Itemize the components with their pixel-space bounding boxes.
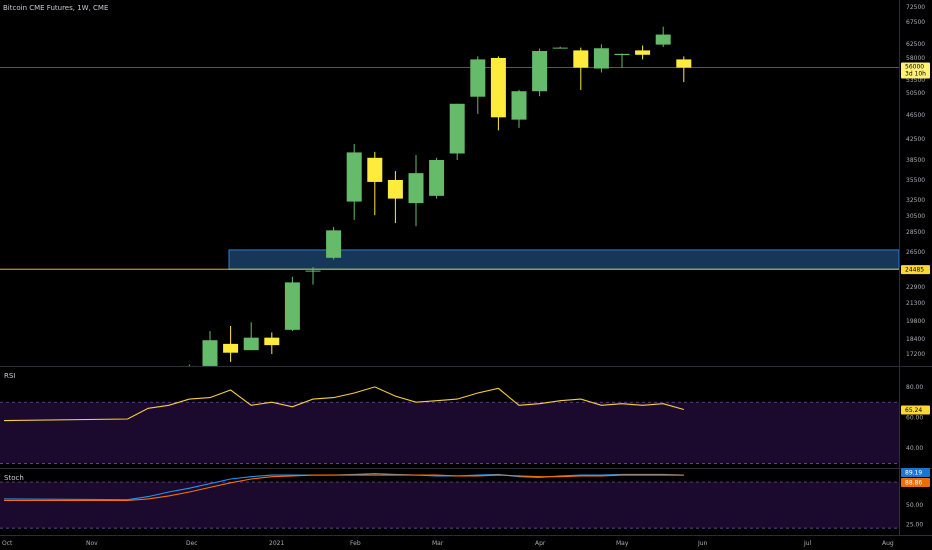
candle-body <box>181 365 197 366</box>
candle-body <box>243 337 259 351</box>
price-tick-label: 32500 <box>906 197 925 204</box>
candle-body <box>614 53 630 56</box>
time-axis-label: Mar <box>432 540 444 547</box>
stoch-k-label: 89.19 <box>905 470 922 477</box>
rsi-value-tag <box>901 405 930 415</box>
price-plot <box>0 26 899 467</box>
stoch-k-tag <box>901 468 930 477</box>
candle-body <box>305 270 321 272</box>
price-tick-label: 50500 <box>906 90 925 97</box>
candle-body <box>223 343 239 353</box>
price-tick-label: 28500 <box>906 229 925 236</box>
chart-title: Bitcoin CME Futures, 1W, CME <box>3 4 109 12</box>
stoch-k-line <box>3 473 684 501</box>
candle-body <box>552 47 568 49</box>
rsi-axis[interactable] <box>899 367 932 468</box>
candle-body <box>655 34 671 45</box>
pane-separator[interactable] <box>0 468 932 469</box>
time-axis-label: Dec <box>186 540 198 547</box>
price-axis[interactable] <box>899 0 932 366</box>
rsi-tick-label: 80.00 <box>906 384 923 391</box>
candle-body <box>449 103 465 154</box>
time-axis-label: May <box>616 540 629 547</box>
countdown-label: 3d 10h <box>905 71 926 78</box>
price-tick-label: 46500 <box>906 112 925 119</box>
candle-body <box>264 337 280 346</box>
candle-body <box>326 230 342 258</box>
rsi-tick-label: 40.00 <box>906 445 923 452</box>
price-tick-label: 58000 <box>906 55 925 62</box>
candle-body <box>532 51 548 92</box>
level-tag <box>901 265 930 275</box>
candle-body <box>429 160 445 196</box>
price-tick-label: 38500 <box>906 157 925 164</box>
price-tick-label: 42500 <box>906 136 925 143</box>
rsi-label: RSI <box>4 372 16 380</box>
stoch-d-label: 88.86 <box>905 480 922 487</box>
price-tick-label: 30500 <box>906 213 925 220</box>
stoch-label: Stoch <box>4 474 24 482</box>
candle-body <box>490 58 506 118</box>
axis-separator <box>899 0 900 535</box>
last-price-label: 56000 <box>905 64 924 71</box>
price-tick-label: 18400 <box>906 336 925 343</box>
candle-body <box>367 157 383 182</box>
candle-body <box>511 91 527 120</box>
stoch-band <box>0 482 899 529</box>
time-axis-label: Nov <box>86 540 98 547</box>
rsi-band <box>0 402 899 464</box>
time-axis-label: Feb <box>350 540 361 547</box>
candle-body <box>573 50 589 68</box>
price-tick-label: 17200 <box>906 351 925 358</box>
price-tick-label: 22900 <box>906 284 925 291</box>
candle-body <box>635 50 651 55</box>
time-axis-label: Aug <box>882 540 894 547</box>
candle-body <box>387 180 403 199</box>
price-tick-label: 67500 <box>906 19 925 26</box>
stoch-d-tag <box>901 478 930 487</box>
rsi-value-label: 65.24 <box>905 407 922 414</box>
time-axis-label: Apr <box>535 540 546 547</box>
last-price-tag <box>901 62 930 79</box>
pane-separator[interactable] <box>0 366 932 367</box>
price-tick-label: 62500 <box>906 41 925 48</box>
candle-body <box>408 173 424 204</box>
time-axis-label: Jun <box>697 540 708 547</box>
candle-body <box>676 59 692 68</box>
price-tick-label: 35500 <box>906 177 925 184</box>
time-axis-label: 2021 <box>269 540 284 547</box>
stoch-d-line <box>4 474 684 502</box>
price-tick-label: 19800 <box>906 318 925 325</box>
time-axis-label: Jul <box>803 540 812 547</box>
time-axis-separator <box>0 535 932 536</box>
stoch-tick-label: 50.00 <box>906 502 923 509</box>
rsi-tick-label: 60.00 <box>906 415 923 422</box>
stoch-tick-label: 25.00 <box>906 521 923 528</box>
price-tick-label: 26500 <box>906 249 925 256</box>
candle-body <box>202 340 218 366</box>
price-tick-label: 21300 <box>906 300 925 307</box>
price-tick-label: 53500 <box>906 77 925 84</box>
candle-body <box>593 48 609 69</box>
level-tag-label: 24485 <box>905 267 924 274</box>
candle-body <box>470 59 486 97</box>
price-pane[interactable] <box>0 0 899 366</box>
time-axis-label: Oct <box>2 540 13 547</box>
price-tick-label: 72500 <box>906 4 925 11</box>
candle-body <box>346 152 362 202</box>
candle-body <box>100 466 115 467</box>
rsi-line <box>3 386 684 422</box>
candle-body <box>284 282 300 330</box>
